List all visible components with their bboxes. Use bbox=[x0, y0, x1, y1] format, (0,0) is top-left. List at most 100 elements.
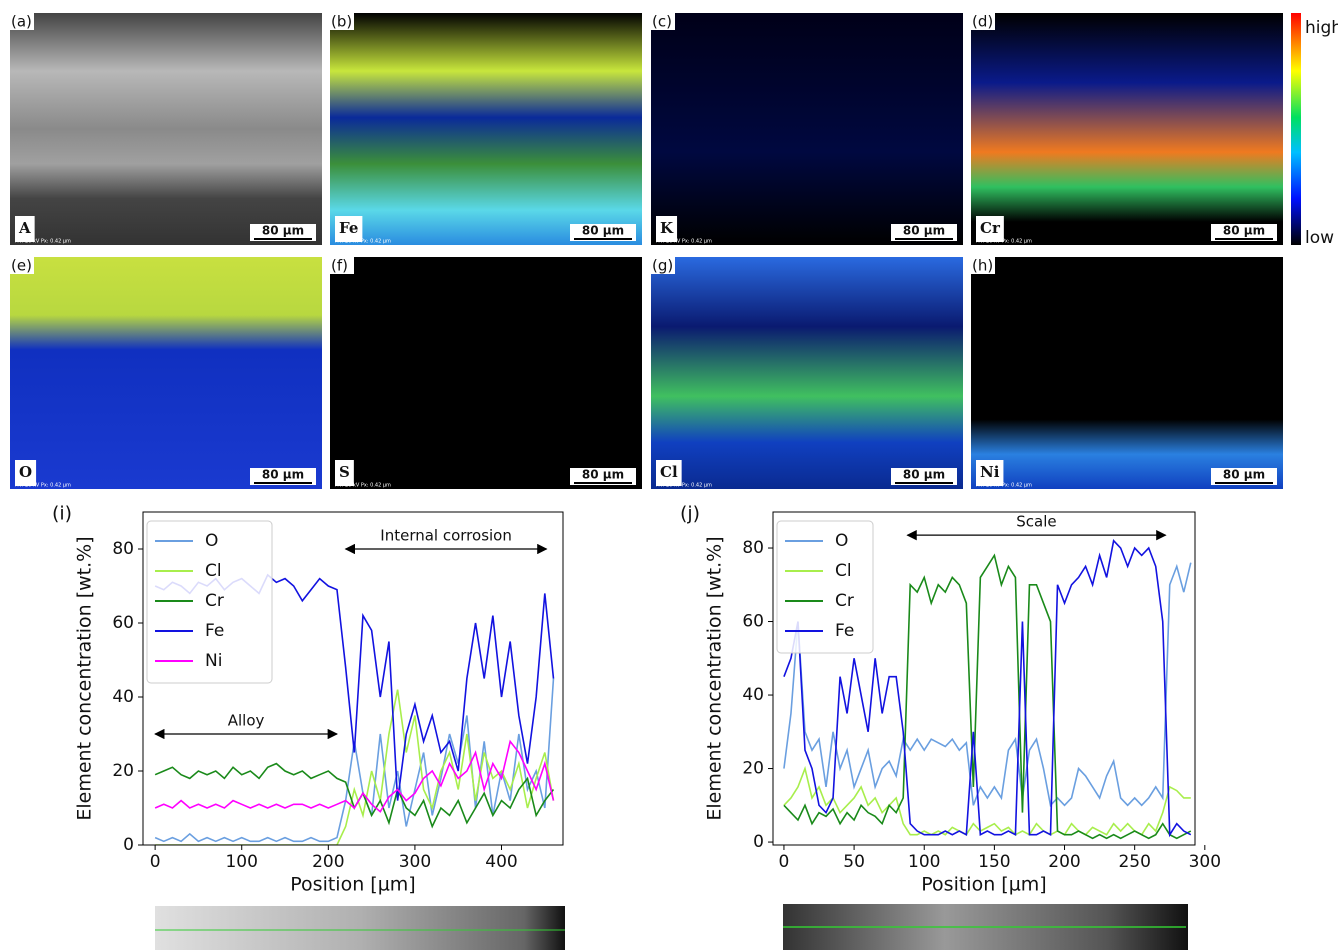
map-image bbox=[330, 13, 642, 245]
line-scan-image bbox=[155, 906, 565, 950]
panel-label: (c) bbox=[652, 13, 672, 31]
scale-bar-label: 80 µm bbox=[903, 224, 945, 238]
panel-label-box bbox=[651, 13, 675, 30]
series-line bbox=[783, 765, 1191, 836]
legend-label: Cr bbox=[835, 591, 854, 611]
x-tick-label: 0 bbox=[150, 852, 161, 872]
plot-frame bbox=[772, 511, 1196, 846]
annotation-text: Alloy bbox=[228, 712, 265, 730]
plot-frame bbox=[142, 511, 564, 846]
panel-label-box bbox=[10, 257, 34, 274]
scale-bar-box bbox=[1211, 224, 1277, 241]
x-tick-label: 200 bbox=[312, 852, 344, 872]
panel-label: (h) bbox=[972, 257, 993, 275]
element-label: Cl bbox=[660, 463, 678, 481]
y-tick-label: 60 bbox=[112, 613, 134, 633]
map-image bbox=[330, 257, 642, 489]
panel-label: (i) bbox=[52, 503, 72, 525]
scale-bar-box bbox=[570, 224, 636, 241]
map-image bbox=[971, 257, 1283, 489]
scale-bar-label: 80 µm bbox=[262, 468, 304, 482]
panel-label-box bbox=[330, 257, 354, 274]
x-tick-label: 150 bbox=[978, 852, 1010, 872]
y-axis-label: Element concentration [wt.%] bbox=[74, 536, 96, 820]
acquisition-info: HV: 20 kV Px: 0.42 µm bbox=[976, 239, 1032, 245]
legend-box bbox=[146, 520, 273, 684]
panel-label: (e) bbox=[11, 257, 32, 275]
y-tick-label: 20 bbox=[112, 761, 134, 781]
element-label: K bbox=[660, 219, 674, 237]
element-label: A bbox=[18, 219, 31, 237]
y-tick-label: 80 bbox=[742, 538, 764, 558]
legend-label: O bbox=[205, 531, 218, 551]
element-label-box bbox=[335, 460, 354, 486]
x-tick-label: 300 bbox=[399, 852, 431, 872]
x-axis-label: Position [µm] bbox=[290, 874, 415, 896]
map-image bbox=[10, 13, 322, 245]
element-label: O bbox=[19, 463, 32, 481]
element-label: S bbox=[339, 463, 350, 481]
element-label-box bbox=[976, 460, 1004, 486]
y-tick-label: 0 bbox=[753, 832, 764, 852]
acquisition-info: HV: 20 kV Px: 0.42 µm bbox=[656, 483, 712, 489]
x-tick-label: 400 bbox=[485, 852, 517, 872]
scale-bar-label: 80 µm bbox=[903, 468, 945, 482]
x-tick-label: 300 bbox=[1189, 852, 1221, 872]
panel-label: (d) bbox=[972, 13, 993, 31]
acquisition-info: HV: 20 kV Px: 0.42 µm bbox=[335, 483, 391, 489]
scale-bar-box bbox=[250, 224, 316, 241]
legend-label: Cl bbox=[835, 561, 852, 581]
panel-label-box bbox=[971, 257, 995, 274]
scale-bar-label: 80 µm bbox=[582, 224, 624, 238]
x-tick-label: 100 bbox=[908, 852, 940, 872]
x-tick-label: 250 bbox=[1118, 852, 1150, 872]
panel-label-box bbox=[330, 13, 354, 30]
y-tick-label: 60 bbox=[742, 612, 764, 632]
element-label-box bbox=[976, 216, 1004, 242]
x-axis-label: Position [µm] bbox=[921, 874, 1046, 896]
element-label-box bbox=[656, 216, 678, 242]
element-label-box bbox=[15, 460, 37, 486]
series-line bbox=[783, 562, 1192, 807]
y-tick-label: 20 bbox=[742, 759, 764, 779]
legend-box bbox=[776, 520, 874, 654]
scale-bar-box bbox=[1211, 468, 1277, 485]
scale-bar-box bbox=[250, 468, 316, 485]
annotation-text: Internal corrosion bbox=[380, 527, 512, 545]
legend-label: Cl bbox=[205, 561, 222, 581]
acquisition-info: HV: 20 kV Px: 0.42 µm bbox=[335, 239, 391, 245]
x-tick-label: 100 bbox=[225, 852, 257, 872]
y-tick-label: 40 bbox=[742, 685, 764, 705]
y-tick-label: 80 bbox=[112, 539, 134, 559]
legend-label: Fe bbox=[835, 621, 854, 641]
legend-label: O bbox=[835, 531, 848, 551]
panel-label: (j) bbox=[680, 503, 700, 525]
acquisition-info: HV: 20 kV Px: 0.42 µm bbox=[15, 483, 71, 489]
acquisition-info: HV: 20 kV Px: 0.42 µm bbox=[15, 239, 71, 245]
panel-label-box bbox=[651, 257, 675, 274]
series-line bbox=[783, 553, 1192, 840]
y-tick-label: 0 bbox=[123, 835, 134, 855]
scale-bar-box bbox=[570, 468, 636, 485]
panel-label-box bbox=[971, 13, 995, 30]
map-image bbox=[651, 257, 963, 489]
panel-label: (b) bbox=[331, 13, 352, 31]
x-tick-label: 0 bbox=[779, 852, 790, 872]
element-label-box bbox=[656, 460, 682, 486]
map-image bbox=[971, 13, 1283, 245]
y-axis-label: Element concentration [wt.%] bbox=[704, 536, 726, 820]
legend-label: Ni bbox=[205, 651, 222, 671]
map-image bbox=[651, 13, 963, 245]
colorbar bbox=[1291, 13, 1301, 245]
scale-bar-box bbox=[891, 468, 957, 485]
acquisition-info: HV: 20 kV Px: 0.42 µm bbox=[976, 483, 1032, 489]
scale-bar-label: 80 µm bbox=[1223, 468, 1265, 482]
map-image bbox=[10, 257, 322, 489]
series-line bbox=[154, 762, 555, 829]
x-tick-label: 200 bbox=[1048, 852, 1080, 872]
series-line bbox=[154, 739, 555, 813]
element-label: Fe bbox=[339, 219, 358, 237]
acquisition-info: HV: 20 kV Px: 0.42 µm bbox=[656, 239, 712, 245]
scale-bar-label: 80 µm bbox=[582, 468, 624, 482]
